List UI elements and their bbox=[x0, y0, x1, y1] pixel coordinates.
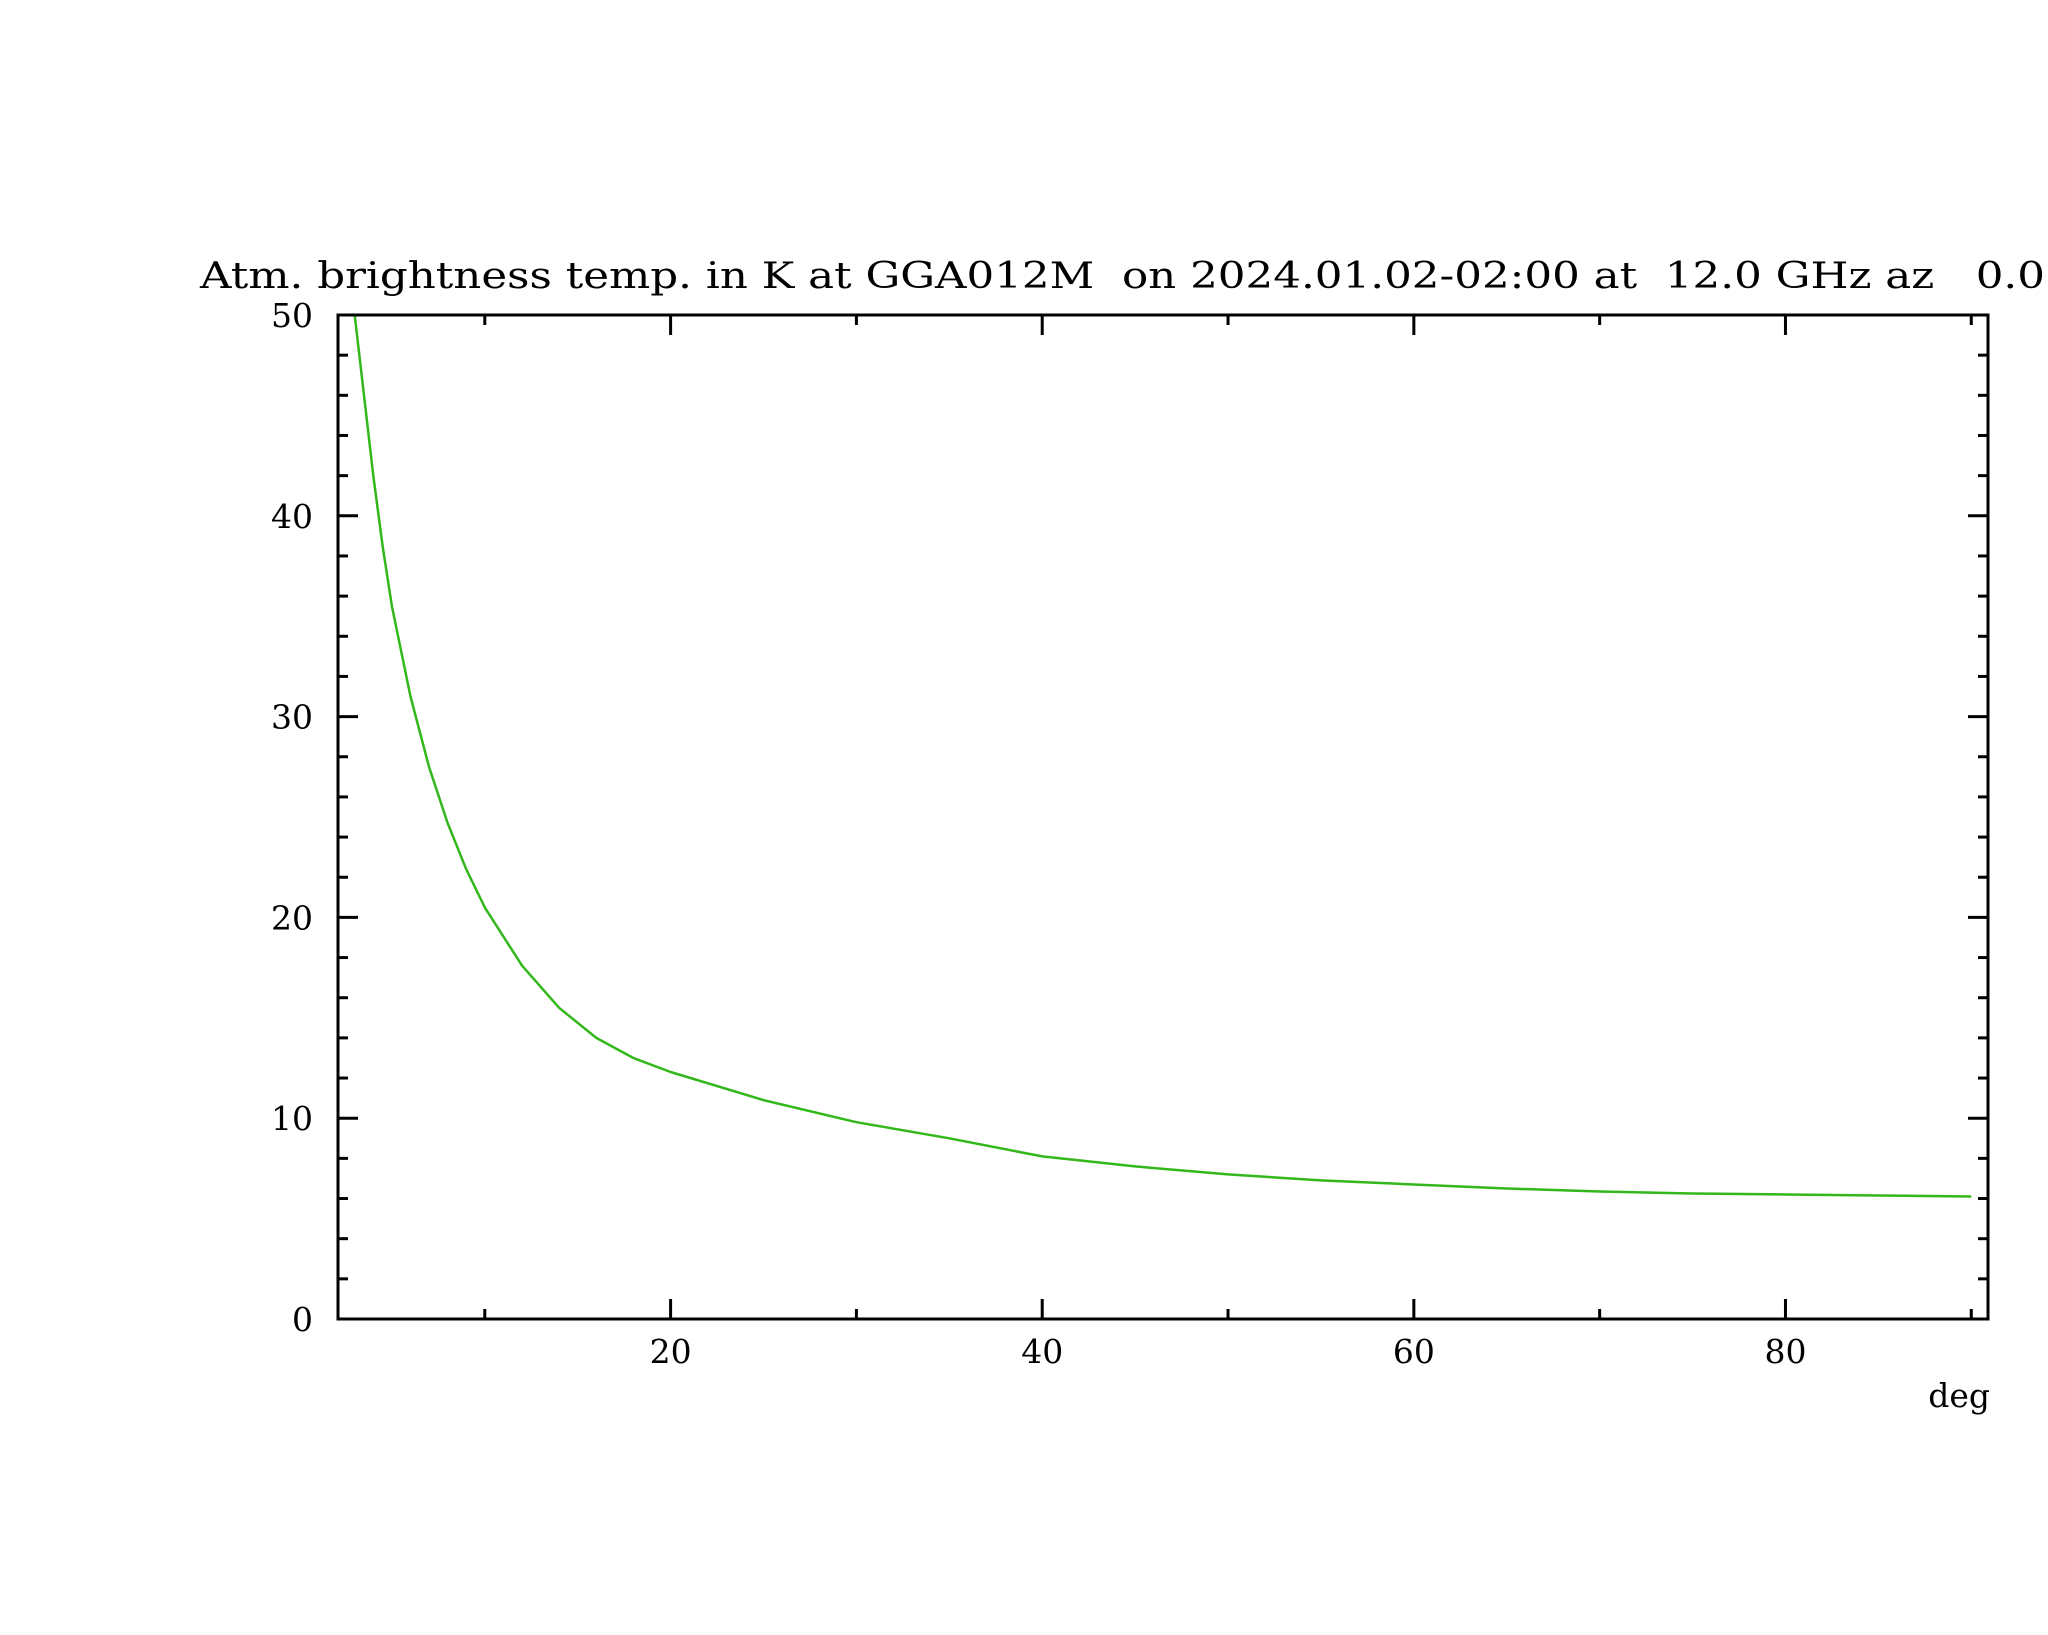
y-tick-label: 30 bbox=[271, 698, 313, 737]
x-tick-label: 40 bbox=[1021, 1332, 1063, 1371]
x-tick-label: 60 bbox=[1393, 1332, 1435, 1371]
chart-title: Atm. brightness temp. in K at GGA012M on… bbox=[199, 256, 2045, 297]
y-tick-label: 20 bbox=[271, 898, 313, 937]
y-tick-label: 50 bbox=[271, 296, 313, 335]
y-tick-label: 40 bbox=[271, 497, 313, 536]
axis-ticks bbox=[338, 313, 1988, 1321]
x-axis-label: deg bbox=[1928, 1376, 1990, 1415]
plot-frame bbox=[336, 313, 1990, 1321]
series-line bbox=[353, 314, 1972, 1198]
x-tick-label: 80 bbox=[1764, 1332, 1806, 1371]
y-tick-label: 0 bbox=[292, 1300, 313, 1339]
x-tick-label: 20 bbox=[650, 1332, 692, 1371]
y-tick-label: 10 bbox=[271, 1099, 313, 1138]
tick-labels: 20 40 60 80 0 10 20 30 40 50 bbox=[271, 296, 1806, 1371]
